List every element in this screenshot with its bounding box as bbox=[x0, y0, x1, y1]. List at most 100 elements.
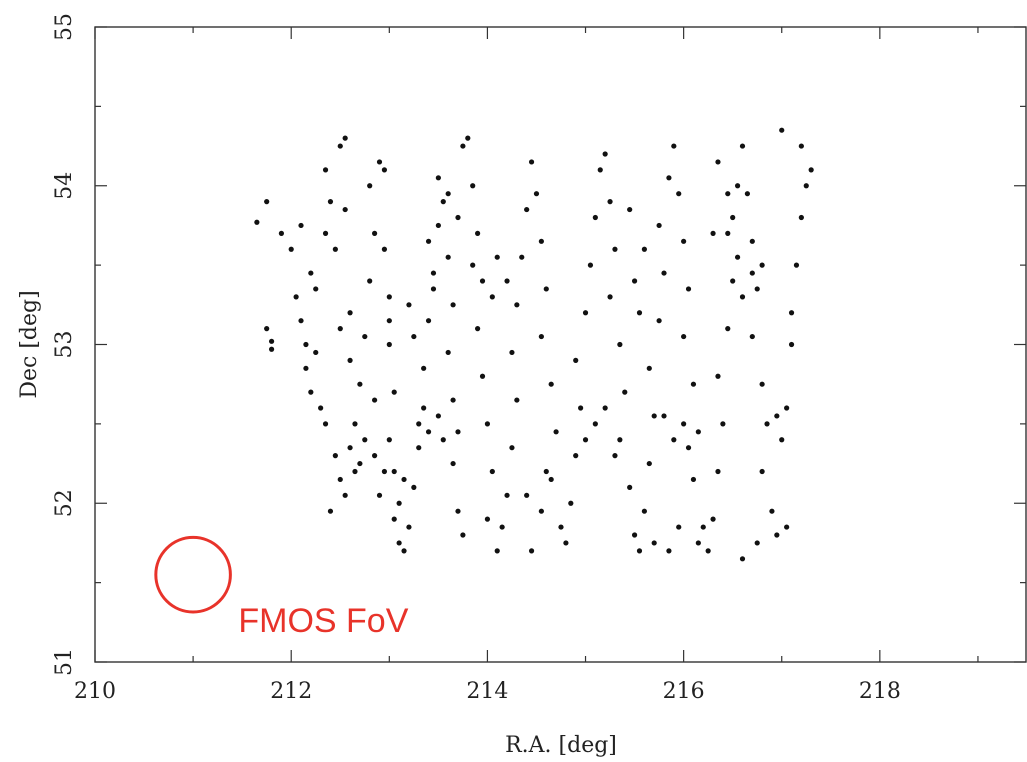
scatter-point bbox=[666, 548, 672, 554]
scatter-point bbox=[489, 468, 495, 475]
scatter-point bbox=[548, 381, 554, 387]
scatter-point bbox=[700, 524, 706, 530]
scatter-point bbox=[357, 381, 363, 387]
scatter-point bbox=[676, 524, 682, 530]
scatter-point bbox=[715, 373, 721, 379]
scatter-point bbox=[578, 405, 584, 411]
scatter-point bbox=[612, 453, 618, 459]
scatter-point bbox=[710, 230, 716, 236]
scatter-point bbox=[627, 484, 633, 490]
scatter-point bbox=[524, 492, 530, 498]
scatter-point bbox=[347, 310, 353, 316]
scatter-point bbox=[376, 159, 383, 165]
scatter-point bbox=[769, 508, 775, 514]
scatter-point bbox=[548, 476, 554, 483]
scatter-point bbox=[617, 437, 623, 443]
scatter-point bbox=[720, 421, 726, 427]
scatter-point bbox=[499, 524, 505, 530]
scatter-point bbox=[749, 238, 755, 244]
x-tick-label: 212 bbox=[270, 679, 312, 704]
scatter-point bbox=[514, 397, 520, 403]
scatter-point bbox=[264, 199, 270, 205]
scatter-point bbox=[695, 429, 701, 435]
scatter-point bbox=[391, 389, 397, 395]
scatter-point bbox=[362, 437, 368, 443]
scatter-point bbox=[332, 246, 338, 252]
scatter-point bbox=[440, 437, 446, 443]
scatter-point bbox=[352, 468, 358, 475]
scatter-point bbox=[293, 294, 299, 300]
scatter-point bbox=[636, 548, 643, 554]
scatter-point bbox=[489, 294, 495, 300]
scatter-point bbox=[754, 540, 760, 546]
scatter-point bbox=[337, 326, 343, 332]
scatter-point bbox=[725, 326, 731, 332]
scatter-point bbox=[435, 175, 441, 181]
x-tick-label: 216 bbox=[663, 679, 705, 704]
scatter-point bbox=[396, 500, 402, 506]
scatter-point bbox=[715, 468, 721, 475]
scatter-point bbox=[303, 341, 309, 348]
scatter-point bbox=[681, 238, 687, 244]
y-axis-label: Dec [deg] bbox=[17, 290, 42, 398]
scatter-point bbox=[803, 183, 809, 189]
scatter-point bbox=[774, 532, 780, 538]
scatter-point bbox=[386, 341, 392, 348]
scatter-point bbox=[685, 445, 692, 451]
scatter-point bbox=[396, 540, 402, 546]
scatter-point bbox=[744, 191, 751, 197]
scatter-point bbox=[656, 318, 662, 324]
y-tick-label: 53 bbox=[52, 331, 77, 359]
scatter-point bbox=[612, 246, 618, 252]
fov-label: FMOS FoV bbox=[238, 602, 408, 640]
scatter-point bbox=[362, 333, 368, 340]
scatter-point bbox=[573, 453, 579, 459]
scatter-point bbox=[445, 349, 451, 356]
scatter-point bbox=[676, 191, 682, 197]
scatter-point bbox=[779, 127, 785, 133]
scatter-point bbox=[479, 373, 486, 379]
scatter-point bbox=[519, 254, 525, 260]
scatter-point bbox=[303, 365, 309, 371]
scatter-point bbox=[479, 278, 486, 284]
scatter-point bbox=[421, 405, 427, 411]
scatter-point bbox=[367, 278, 373, 284]
scatter-point bbox=[470, 262, 476, 268]
scatter-point bbox=[607, 199, 613, 205]
scatter-point bbox=[774, 413, 780, 419]
scatter-point bbox=[313, 349, 319, 356]
scatter-point bbox=[327, 508, 334, 514]
scatter-point bbox=[268, 346, 275, 352]
scatter-point bbox=[425, 238, 432, 244]
scatter-point bbox=[445, 254, 451, 260]
scatter-point bbox=[484, 516, 491, 522]
scatter-point bbox=[504, 492, 510, 498]
scatter-point bbox=[347, 445, 353, 451]
scatter-point bbox=[391, 516, 397, 522]
scatter-point bbox=[563, 540, 569, 546]
scatter-point bbox=[450, 302, 456, 308]
y-tick-label: 51 bbox=[52, 648, 77, 676]
scatter-point bbox=[425, 318, 432, 324]
scatter-point bbox=[528, 548, 535, 554]
scatter-point bbox=[543, 468, 549, 475]
scatter-point bbox=[592, 214, 598, 221]
scatter-point bbox=[435, 413, 441, 419]
scatter-point bbox=[386, 437, 392, 443]
scatter-point bbox=[622, 389, 628, 395]
scatter-point bbox=[288, 246, 294, 252]
scatter-point bbox=[455, 429, 461, 435]
scatter-point bbox=[268, 338, 275, 344]
scatter-point bbox=[435, 222, 441, 229]
scatter-point bbox=[308, 389, 314, 395]
scatter-point bbox=[734, 254, 741, 260]
scatter-point bbox=[450, 397, 456, 403]
scatter-point bbox=[342, 206, 348, 213]
scatter-point bbox=[318, 405, 324, 411]
scatter-point bbox=[710, 516, 716, 522]
scatter-point bbox=[538, 508, 544, 514]
scatter-point bbox=[553, 429, 559, 435]
scatter-point bbox=[322, 230, 329, 236]
scatter-point bbox=[381, 167, 388, 173]
scatter-point bbox=[788, 341, 795, 348]
